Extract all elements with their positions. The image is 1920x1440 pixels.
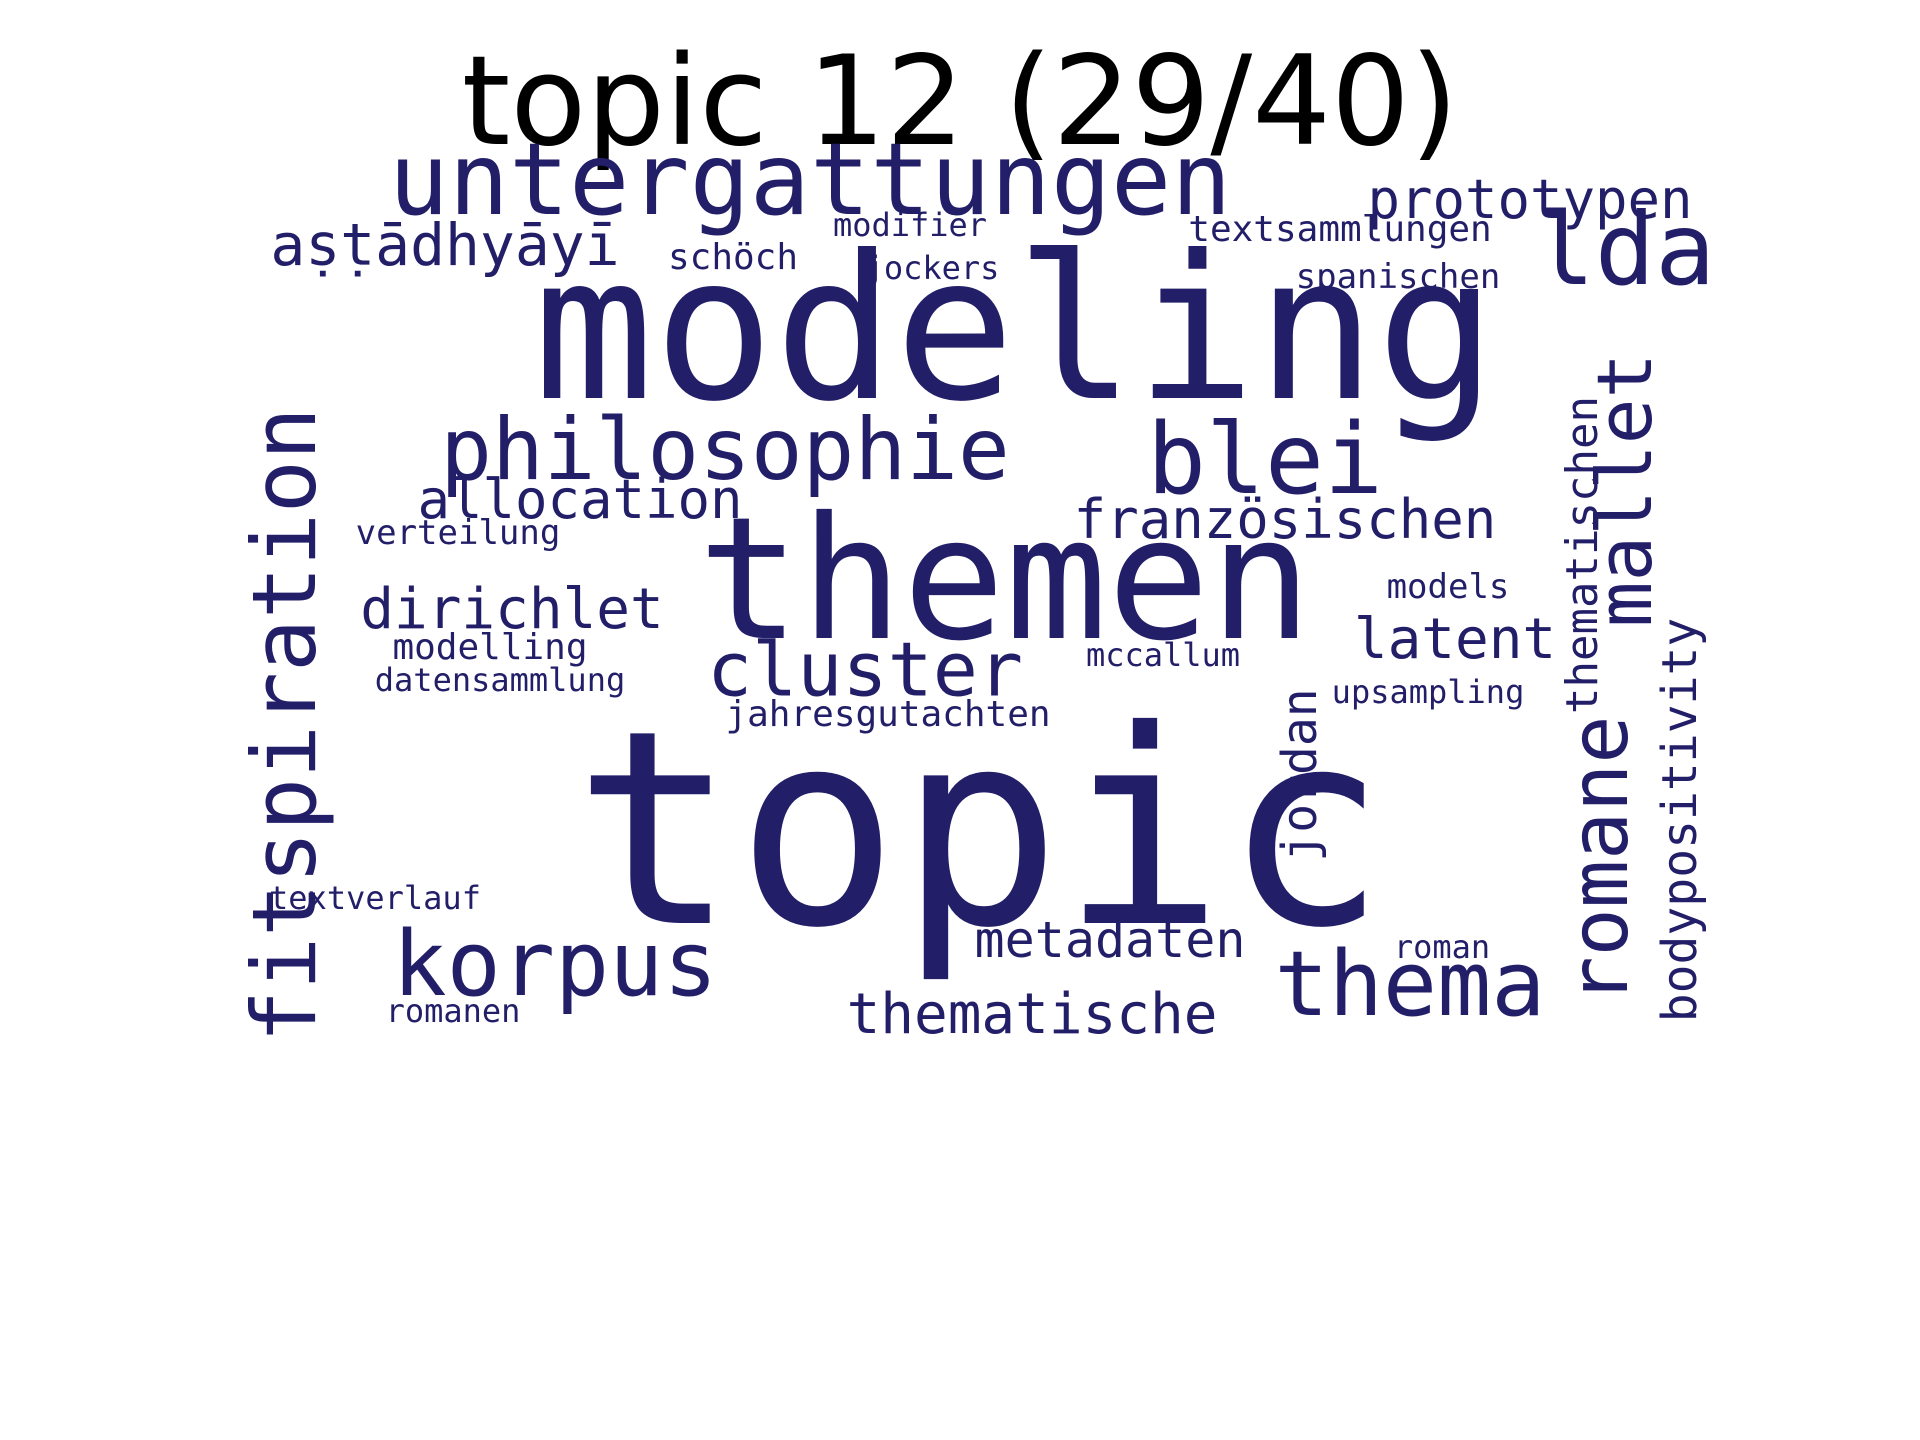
- cloud-word: upsampling: [1331, 673, 1525, 711]
- cloud-word: untergattungen: [388, 121, 1232, 238]
- cloud-word: fitspiration: [233, 407, 336, 1043]
- cloud-word: textsammlungen: [1188, 209, 1492, 250]
- cloud-word: thema: [1274, 932, 1546, 1037]
- cloud-word: metadaten: [974, 911, 1246, 969]
- cloud-word: latent: [1353, 607, 1557, 672]
- cloud-word: verteilung: [355, 513, 561, 553]
- page-title: topic 12 (29/40): [461, 30, 1459, 174]
- cloud-word: blei: [1146, 403, 1384, 517]
- cloud-word: schöch: [667, 237, 799, 278]
- cloud-word: spanischen: [1295, 257, 1501, 297]
- cloud-word: thematischen: [1557, 396, 1608, 714]
- cloud-word: jordan: [1272, 688, 1328, 862]
- cloud-word: datensammlung: [374, 661, 626, 699]
- cloud-word: modifier: [832, 206, 988, 244]
- cloud-word: lda: [1534, 191, 1716, 308]
- cloud-word: prototypen: [1367, 168, 1693, 231]
- cloud-word: philosophie: [440, 400, 1010, 500]
- cloud-word: thematische: [846, 982, 1218, 1047]
- cloud-word: topic: [573, 672, 1387, 987]
- cloud-word: modeling: [533, 213, 1497, 446]
- cloud-word: textverlauf: [269, 879, 481, 917]
- cloud-word: jockers: [864, 249, 1000, 287]
- cloud-word: korpus: [392, 912, 718, 1017]
- cloud-word: dirichlet: [360, 577, 664, 642]
- cloud-word: allocation: [417, 468, 743, 531]
- cloud-word: modelling: [392, 627, 588, 668]
- cloud-word: jahresgutachten: [725, 694, 1051, 735]
- cloud-word: mccallum: [1085, 636, 1241, 674]
- cloud-word: romane: [1553, 715, 1646, 1005]
- cloud-word: roman: [1393, 928, 1491, 966]
- cloud-word: aṣṭādhyāyī: [270, 211, 620, 279]
- cloud-word: bodypositivity: [1652, 617, 1708, 1023]
- cloud-word: französischen: [1073, 488, 1497, 551]
- cloud-word: romanen: [385, 992, 521, 1030]
- cloud-word: themen: [697, 481, 1313, 679]
- cloud-word: cluster: [706, 625, 1024, 714]
- cloud-word: models: [1386, 567, 1510, 607]
